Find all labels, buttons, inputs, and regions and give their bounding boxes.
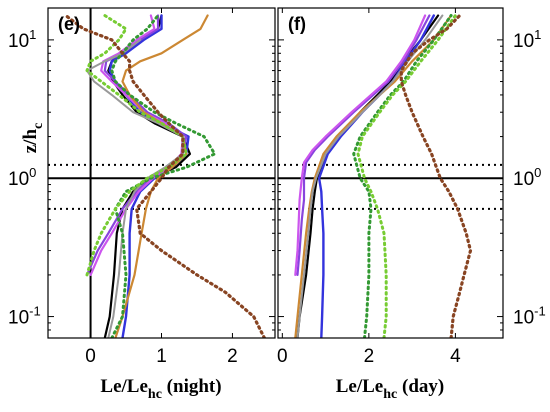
y-tick-label: 101 — [8, 27, 36, 52]
series-line-3 — [296, 14, 431, 276]
axes-frame — [277, 7, 504, 339]
y-tick-label: 101 — [513, 27, 541, 52]
panel-f: 0 2 4 10-1 100 101 (f) Le/Lehc (day) — [277, 7, 546, 402]
series-line-9 — [399, 13, 473, 338]
y-tick-label: 10-1 — [8, 304, 41, 329]
panel-e: 0 1 2 10-1 100 101 (e) Le/Lehc (night) — [8, 7, 276, 402]
x-tick-label: 0 — [85, 346, 96, 367]
x-axis-label: Le/Lehc (night) — [100, 376, 221, 402]
panel-label: (f) — [288, 14, 306, 34]
plot-area — [278, 13, 503, 338]
panel-label: (e) — [58, 14, 80, 34]
x-tick-label: 4 — [450, 346, 461, 367]
series-line-8 — [85, 14, 188, 277]
y-axis-label-text: z/hc — [20, 123, 46, 154]
x-axis-label: Le/Lehc (day) — [336, 376, 444, 402]
series-line-7 — [352, 14, 453, 338]
y-tick-label: 100 — [513, 165, 541, 190]
series-line-7 — [110, 14, 217, 338]
x-tick-label: 1 — [156, 346, 167, 367]
series-line-9 — [64, 13, 266, 338]
y-axis-label: z/hc — [20, 123, 46, 154]
y-tick-label: 100 — [8, 165, 36, 190]
x-tick-label: 2 — [227, 346, 238, 367]
series-line-8 — [356, 14, 457, 338]
series-line-5 — [294, 14, 453, 338]
series-line-4 — [294, 14, 427, 276]
x-tick-label: 0 — [277, 346, 288, 367]
y-tick-label: 10-1 — [513, 304, 546, 329]
plot-area — [48, 8, 275, 338]
x-tick-label: 2 — [364, 346, 375, 367]
series-line-4 — [89, 14, 184, 276]
